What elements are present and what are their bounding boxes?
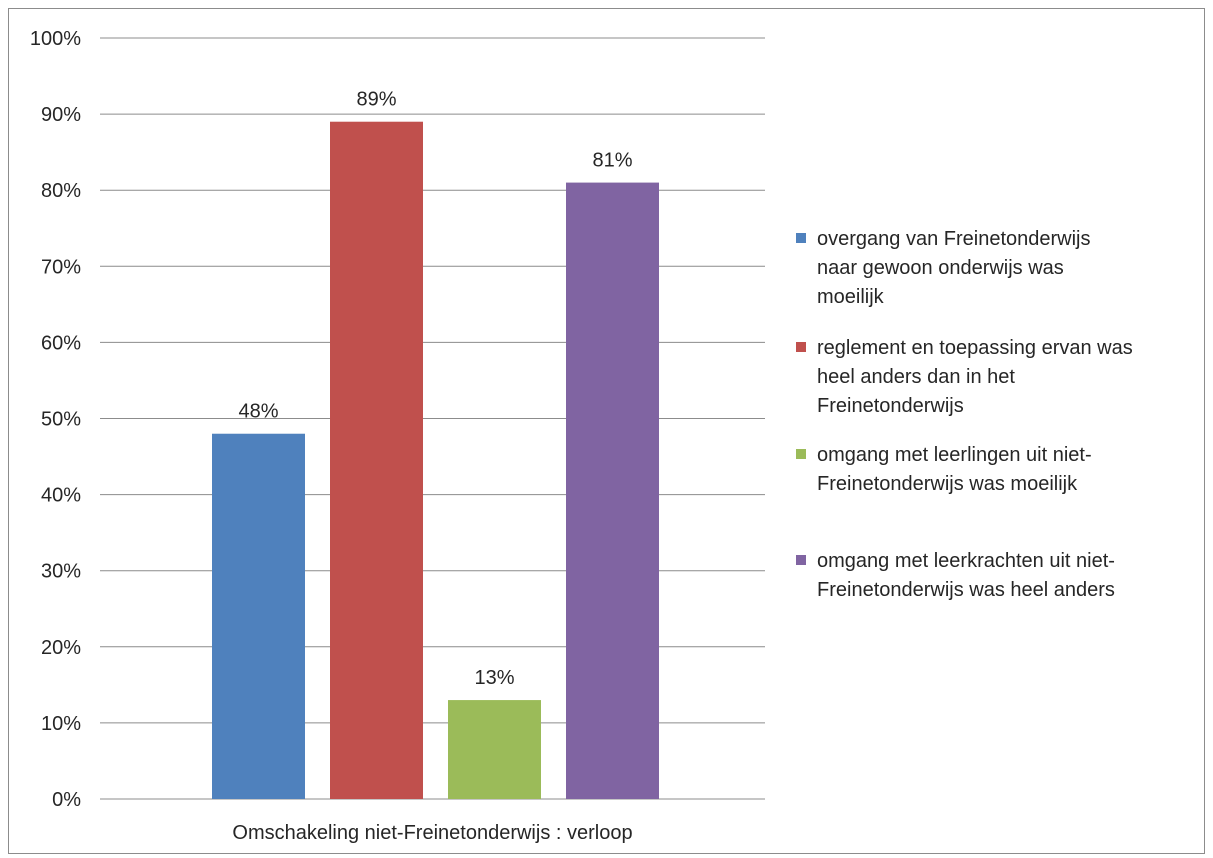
data-labels: 48% 89% 13% 81% — [238, 89, 632, 689]
y-tick-label: 0% — [52, 789, 81, 811]
y-tick-label: 80% — [41, 180, 81, 202]
data-label: 48% — [238, 401, 278, 423]
x-axis: Omschakeling niet-Freinetonderwijs : ver… — [232, 822, 632, 844]
legend-label: omgang met leerkrachten uit niet- — [817, 550, 1115, 572]
x-category-label: Omschakeling niet-Freinetonderwijs : ver… — [232, 822, 632, 844]
y-tick-label: 20% — [41, 637, 81, 659]
y-tick-label: 10% — [41, 713, 81, 735]
legend-label: overgang van Freinetonderwijs — [817, 228, 1091, 250]
legend-label: omgang met leerlingen uit niet- — [817, 444, 1092, 466]
legend-swatch — [796, 233, 806, 243]
legend-label: naar gewoon onderwijs was — [817, 257, 1064, 279]
bar-chart: 0% 10% 20% 30% 40% 50% 60% 70% 80% 90% 100% 48% 89%… — [30, 28, 1133, 844]
legend-label: heel anders dan in het — [817, 366, 1015, 388]
y-tick-label: 30% — [41, 561, 81, 583]
y-tick-label: 40% — [41, 485, 81, 507]
legend-label: reglement en toepassing ervan was — [817, 337, 1133, 359]
bars — [212, 121, 659, 800]
legend-label: Freinetonderwijs was moeilijk — [817, 473, 1078, 495]
legend-swatch — [796, 555, 806, 565]
y-tick-label: 90% — [41, 104, 81, 126]
legend-swatch — [796, 449, 806, 459]
y-tick-label: 50% — [41, 409, 81, 431]
bar-3 — [448, 700, 541, 799]
bar-1 — [212, 433, 305, 799]
y-axis-tick-labels: 0% 10% 20% 30% 40% 50% 60% 70% 80% 90% 100% — [30, 28, 81, 811]
bar-4 — [566, 182, 659, 800]
data-label: 13% — [474, 667, 514, 689]
gridlines — [100, 37, 765, 800]
data-label: 81% — [592, 150, 632, 172]
data-label: 89% — [356, 89, 396, 111]
y-tick-label: 70% — [41, 256, 81, 278]
bar-2 — [330, 121, 423, 799]
y-tick-label: 100% — [30, 28, 81, 50]
legend-label: Freinetonderwijs was heel anders — [817, 579, 1115, 601]
legend-swatch — [796, 342, 806, 352]
y-tick-label: 60% — [41, 332, 81, 354]
chart-frame: 0% 10% 20% 30% 40% 50% 60% 70% 80% 90% 100% 48% 89%… — [8, 8, 1205, 854]
legend-label: Freinetonderwijs — [817, 395, 964, 417]
legend: overgang van Freinetonderwijs naar gewoon… — [796, 228, 1133, 601]
legend-label: moeilijk — [817, 286, 885, 308]
